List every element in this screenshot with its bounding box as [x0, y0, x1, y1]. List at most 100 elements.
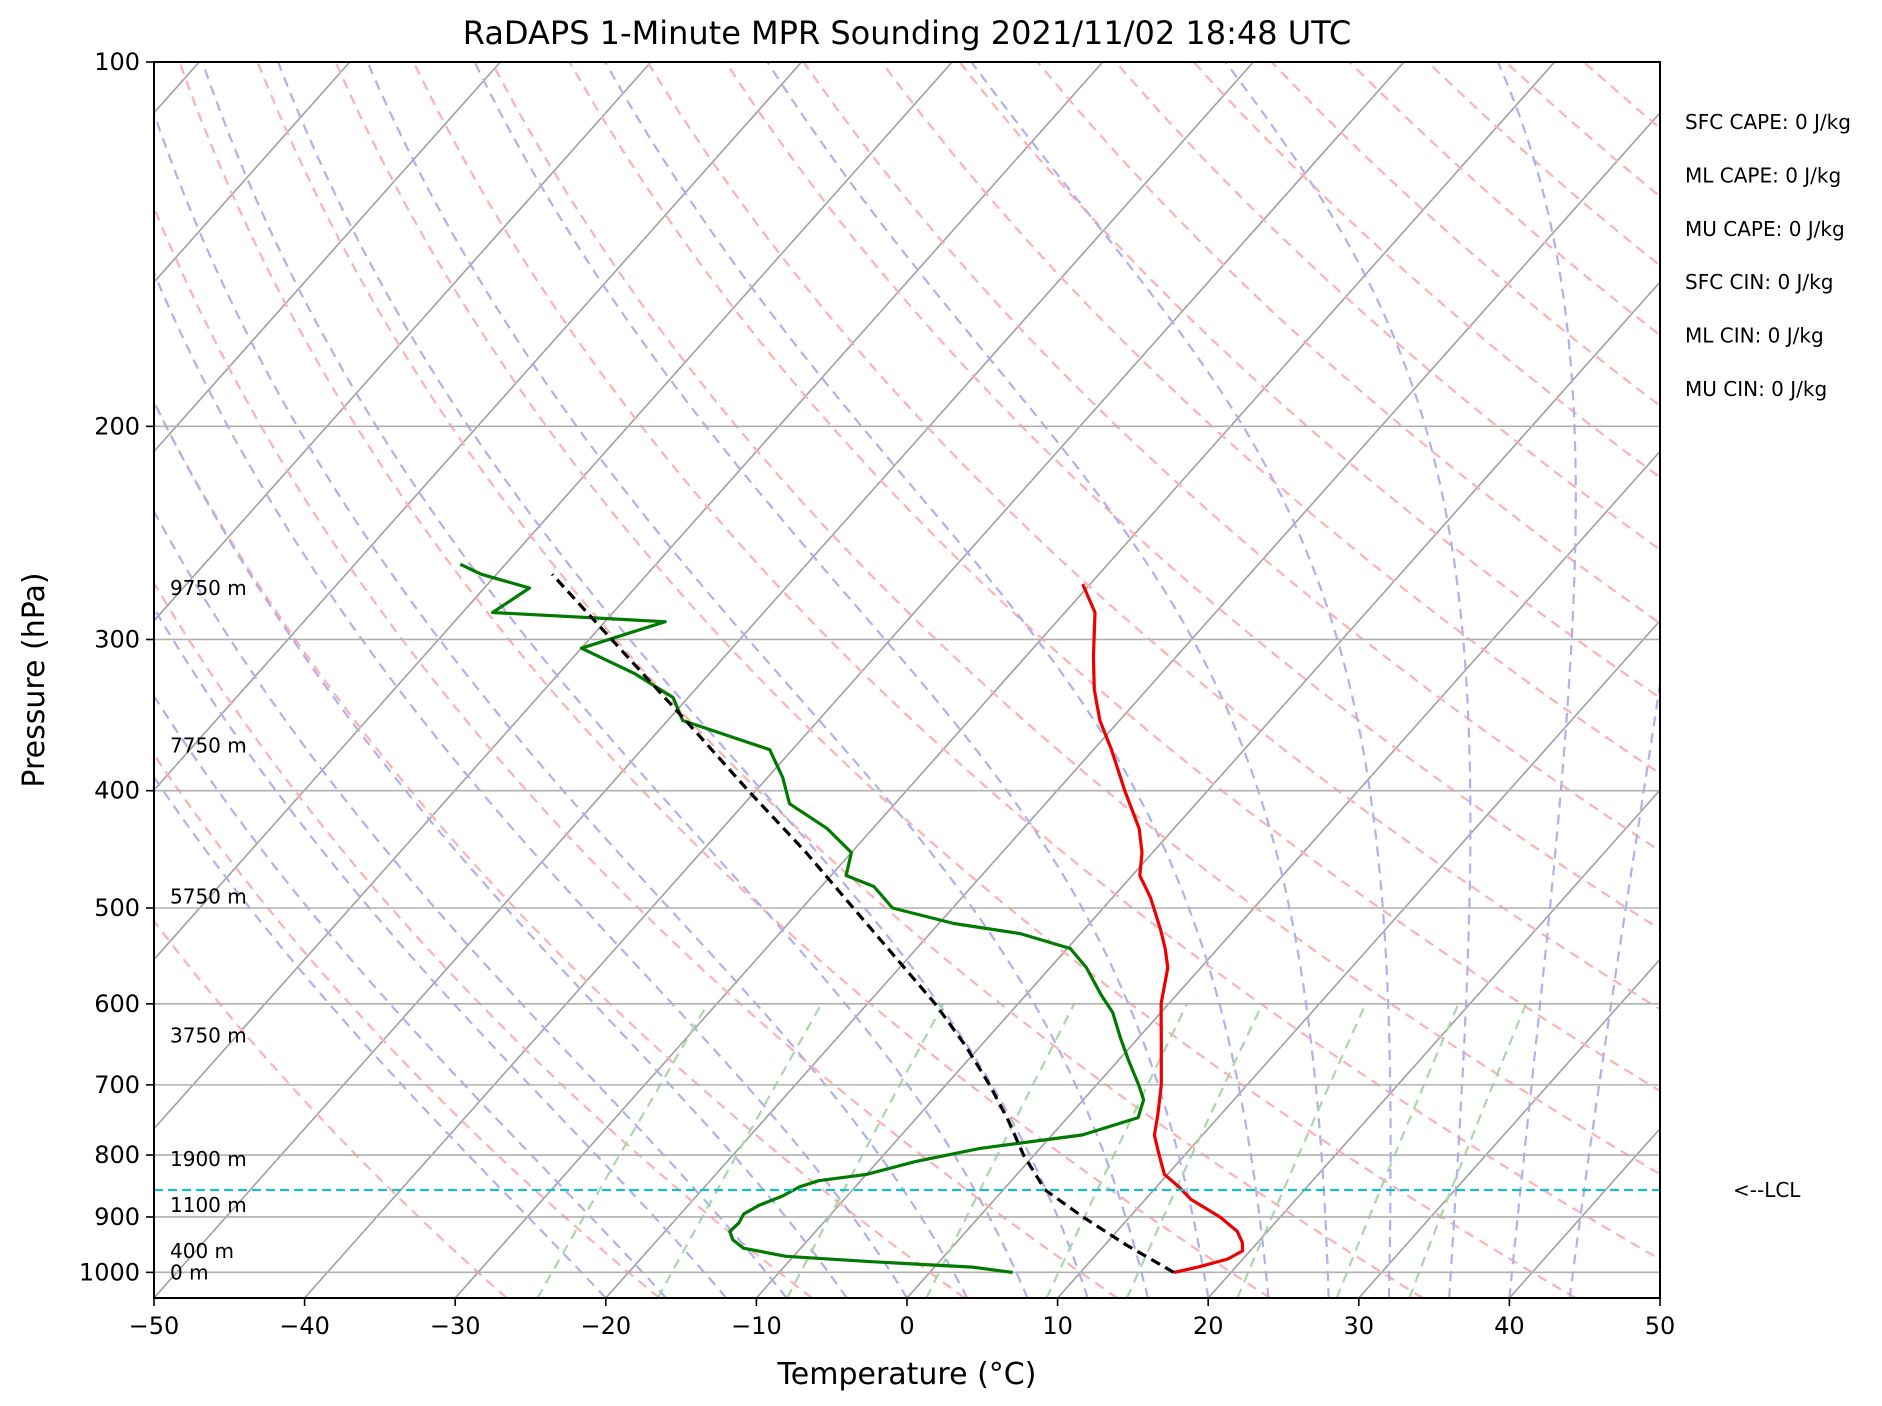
dewpoint-line — [459, 562, 1146, 1274]
isotherm-line — [304, 62, 1405, 1298]
mixing-ratio-line — [1045, 1003, 1189, 1298]
stability-index: MU CAPE: 0 J/kg — [1685, 217, 1845, 241]
y-tick-label: 700 — [94, 1071, 140, 1099]
mixing-ratio-line — [925, 1003, 1076, 1298]
lcl-label: <--LCL — [1733, 1178, 1801, 1202]
x-tick-label: 20 — [1193, 1312, 1224, 1340]
x-tick-label: 40 — [1494, 1312, 1525, 1340]
isotherm-line — [1358, 958, 1660, 1298]
y-tick-label: 500 — [94, 894, 140, 922]
y-tick-label: 600 — [94, 990, 140, 1018]
moist-adiabat-line — [277, 62, 1089, 1298]
moist-adiabat-line — [154, 509, 788, 1298]
isotherm-line — [154, 62, 803, 792]
moist-adiabat-line — [366, 62, 1150, 1298]
x-tick-label: 10 — [1042, 1312, 1073, 1340]
y-tick-label: 200 — [94, 412, 140, 440]
x-axis-label: Temperature (°C) — [777, 1357, 1037, 1392]
isotherm-line — [154, 62, 1104, 1130]
x-axis-ticks: −50 −40 −30 −20 −10 0 10 20 30 40 50 — [129, 1298, 1676, 1340]
isotherm-line — [154, 62, 953, 961]
dry-adiabat-line — [154, 400, 966, 1298]
moist-adiabat-line — [473, 62, 1210, 1298]
moist-adiabat-line — [154, 270, 908, 1298]
moist-adiabat-line — [154, 606, 728, 1298]
dry-adiabat-line — [1036, 62, 1660, 625]
x-tick-label: 50 — [1645, 1312, 1676, 1340]
y-tick-label: 900 — [94, 1203, 140, 1231]
y-tick-label: 100 — [94, 48, 140, 76]
y-tick-label: 800 — [94, 1141, 140, 1169]
x-tick-label: 0 — [899, 1312, 914, 1340]
isotherm-line — [605, 111, 1660, 1298]
isotherm-line — [154, 62, 1254, 1298]
moist-adiabat-line — [970, 62, 1392, 1298]
dry-adiabat-line — [958, 62, 1660, 700]
height-label: 1100 m — [170, 1193, 247, 1217]
background-lines — [154, 62, 1660, 1298]
stability-index: ML CIN: 0 J/kg — [1685, 324, 1824, 348]
y-axis-ticks: 100 200 300 400 500 600 700 800 900 1000 — [79, 48, 154, 1286]
stability-index: ML CAPE: 0 J/kg — [1685, 163, 1841, 187]
x-tick-label: −20 — [580, 1312, 631, 1340]
series-layer — [459, 562, 1245, 1274]
stability-indices: SFC CAPE: 0 J/kg ML CAPE: 0 J/kg MU CAPE: … — [1685, 110, 1851, 401]
isotherm-line — [755, 280, 1660, 1298]
x-tick-label: −40 — [279, 1312, 330, 1340]
moist-adiabat-line — [154, 110, 969, 1298]
isotherm-line — [154, 62, 351, 284]
moist-adiabat-line — [154, 399, 848, 1298]
height-label: 9750 m — [170, 576, 247, 600]
temperature-line — [1081, 583, 1245, 1274]
moist-adiabat-line — [154, 775, 607, 1298]
dry-adiabat-line — [568, 62, 1660, 1093]
dry-adiabat-line — [490, 62, 1660, 1176]
height-label: 7750 m — [170, 733, 247, 757]
dry-adiabat-line — [802, 62, 1660, 853]
dry-adiabat-line — [646, 62, 1660, 1011]
stability-index: SFC CAPE: 0 J/kg — [1685, 110, 1851, 134]
dry-adiabat-line — [154, 204, 1119, 1298]
mixing-ratio-line — [656, 1003, 823, 1298]
stability-index: SFC CIN: 0 J/kg — [1685, 270, 1833, 294]
x-tick-label: −50 — [129, 1312, 180, 1340]
mixing-ratio-line — [1408, 1003, 1528, 1298]
moist-adiabat-line — [201, 62, 1029, 1298]
parcel-profile-line — [551, 573, 1175, 1274]
dry-adiabat-line — [334, 62, 1577, 1298]
y-tick-label: 1000 — [79, 1258, 140, 1286]
moist-adiabat-line — [766, 62, 1330, 1298]
height-label: 3750 m — [170, 1023, 247, 1047]
chart-title: RaDAPS 1-Minute MPR Sounding 2021/11/02 … — [463, 14, 1351, 52]
moist-adiabat-line — [1224, 62, 1472, 1298]
y-tick-label: 400 — [94, 777, 140, 805]
y-axis-label: Pressure (hPa) — [17, 572, 52, 787]
dry-adiabat-line — [412, 62, 1660, 1261]
stability-index: MU CIN: 0 J/kg — [1685, 377, 1827, 401]
height-label: 1900 m — [170, 1147, 247, 1171]
dry-adiabat-line — [154, 580, 813, 1298]
moist-adiabat-line — [154, 694, 667, 1298]
x-tick-label: −30 — [430, 1312, 481, 1340]
height-label: 400 m — [170, 1239, 234, 1263]
moist-adiabat-line — [604, 62, 1270, 1298]
isotherm-line — [154, 62, 501, 453]
dry-adiabat-line — [256, 62, 1424, 1298]
x-tick-label: −10 — [731, 1312, 782, 1340]
height-labels: 9750 m 7750 m 5750 m 3750 m 1900 m 1100 m 400 … — [170, 576, 247, 1284]
isotherm-line — [906, 450, 1660, 1298]
y-tick-label: 300 — [94, 625, 140, 653]
isotherm-line — [454, 62, 1556, 1298]
moist-adiabat-line — [1496, 62, 1577, 1298]
mixing-ratio-line — [1125, 1003, 1264, 1298]
isotherm-line — [154, 62, 652, 622]
height-label: 0 m — [170, 1260, 209, 1284]
dry-adiabat-line — [178, 62, 1271, 1298]
dry-adiabat-line — [154, 919, 508, 1298]
isotherm-line — [1207, 788, 1660, 1298]
height-label: 5750 m — [170, 884, 247, 908]
mixing-ratio-line — [1236, 1003, 1367, 1298]
moist-adiabat-line — [1568, 676, 1660, 1298]
mixing-ratio-line — [1335, 1003, 1460, 1298]
